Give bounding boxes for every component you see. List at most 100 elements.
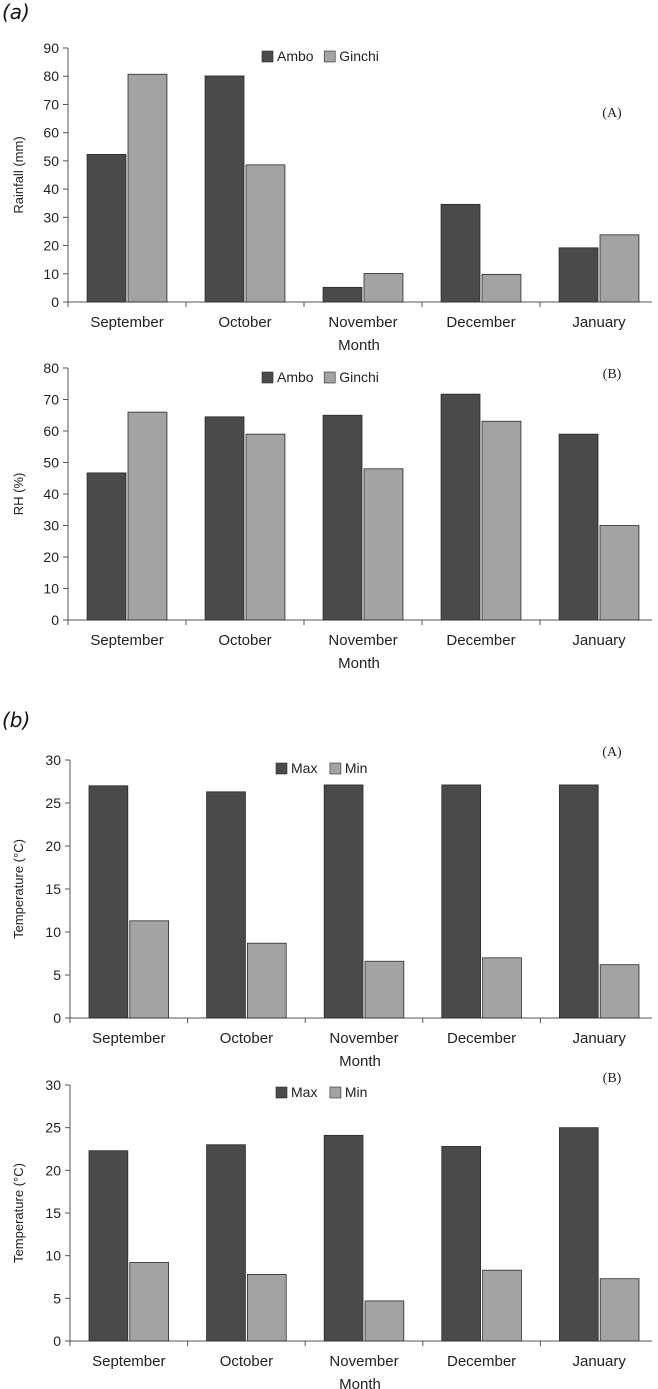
bar-ambo-october [204, 416, 245, 621]
legend-swatch-ginchi [323, 50, 336, 63]
y-tick-label: 5 [53, 967, 61, 983]
bar-max-december [441, 1146, 481, 1342]
bar-min-december [482, 957, 522, 1019]
legend-label-ginchi: Ginchi [339, 48, 379, 64]
y-tick-label: 40 [43, 181, 59, 197]
bar-ambo-december [440, 393, 481, 621]
y-tick-label: 15 [45, 881, 61, 897]
x-tick-label: October [218, 314, 271, 331]
legend-swatch-ambo [261, 50, 274, 63]
x-tick-label: December [446, 314, 515, 331]
bar-min-october [246, 942, 287, 1019]
bar-ginchi-december [481, 420, 522, 621]
y-tick-label: 30 [43, 209, 59, 225]
x-tick-label: September [90, 632, 163, 649]
legend-label-ambo: Ambo [277, 369, 314, 385]
x-tick-label: September [92, 1030, 165, 1047]
x-tick-label: January [572, 632, 626, 649]
x-tick-label: December [446, 632, 515, 649]
legend-swatch-ginchi [323, 371, 336, 384]
bar-ginchi-november [363, 468, 404, 621]
bar-min-september [129, 1262, 170, 1342]
legend-swatch-max [275, 762, 288, 775]
y-tick-label: 5 [53, 1290, 61, 1306]
bar-ambo-october [204, 75, 245, 303]
panel-tag: (B) [603, 367, 622, 382]
x-tick-label: October [220, 1030, 273, 1047]
bar-ambo-january [558, 433, 599, 621]
legend-swatch-min [329, 1086, 342, 1099]
y-tick-label: 20 [45, 1162, 61, 1178]
x-tick-label: October [220, 1353, 273, 1370]
bar-max-october [206, 791, 246, 1019]
y-tick-label: 50 [43, 455, 59, 471]
legend-swatch-min [329, 762, 342, 775]
bar-ambo-january [558, 247, 599, 303]
x-axis-label: Month [339, 1053, 381, 1070]
legend-label-min: Min [345, 1084, 368, 1100]
legend-label-ambo: Ambo [277, 48, 314, 64]
x-tick-label: December [447, 1030, 516, 1047]
bar-min-october [246, 1274, 287, 1342]
y-tick-label: 10 [45, 1248, 61, 1264]
bar-ginchi-october [245, 164, 286, 303]
bar-max-september [88, 1150, 129, 1342]
y-tick-label: 60 [43, 125, 59, 141]
bar-max-january [558, 784, 599, 1019]
x-tick-label: January [573, 1030, 627, 1047]
y-axis-label: Rainfall (mm) [11, 136, 26, 213]
y-tick-label: 15 [45, 1205, 61, 1221]
x-tick-label: November [328, 632, 397, 649]
x-tick-label: January [573, 1353, 627, 1370]
chart-1: 0 10 20 30 40 50 60 70 80 90 Rainfall (mm) Septembe… [11, 40, 652, 354]
bar-max-january [558, 1127, 599, 1342]
chart-2: 0 10 20 30 40 50 60 70 80 RH (%) September October N… [11, 360, 652, 672]
bar-ambo-november [322, 414, 363, 621]
y-tick-label: 50 [43, 153, 59, 169]
y-tick-label: 30 [43, 518, 59, 534]
x-tick-label: September [90, 314, 163, 331]
bar-ambo-november [322, 286, 363, 303]
y-axis-label: RH (%) [11, 473, 26, 516]
bar-max-october [206, 1144, 246, 1342]
bar-min-january [599, 964, 640, 1019]
legend-label-max: Max [291, 760, 317, 776]
chart-3: 0 5 10 15 20 25 30 Temperature (°C) September Oct… [11, 745, 652, 1070]
panel-b-label: (b) [2, 708, 31, 732]
bar-ginchi-november [363, 273, 404, 303]
y-tick-label: 10 [43, 581, 59, 597]
y-tick-label: 80 [43, 68, 59, 84]
panel-tag: (B) [603, 1071, 622, 1086]
y-tick-label: 0 [51, 294, 59, 310]
bar-ambo-december [440, 203, 481, 303]
x-tick-label: January [572, 314, 626, 331]
panel-a-label: (a) [2, 0, 30, 24]
bar-min-september [129, 920, 170, 1019]
x-axis-label: Month [338, 337, 380, 354]
y-tick-label: 20 [45, 838, 61, 854]
legend-swatch-ambo [261, 371, 274, 384]
bar-ginchi-october [245, 433, 286, 621]
legend-label-ginchi: Ginchi [339, 369, 379, 385]
y-tick-label: 30 [45, 1077, 61, 1093]
y-tick-label: 90 [43, 40, 59, 56]
y-tick-label: 40 [43, 486, 59, 502]
bar-ambo-september [86, 153, 127, 303]
x-tick-label: September [92, 1353, 165, 1370]
bar-min-january [599, 1278, 640, 1342]
x-tick-label: December [447, 1353, 516, 1370]
bar-ginchi-january [599, 234, 640, 303]
bar-min-november [364, 1300, 405, 1342]
y-tick-label: 70 [43, 96, 59, 112]
y-axis-label: Temperature (°C) [11, 839, 26, 939]
bar-ginchi-january [599, 525, 640, 621]
bar-max-november [323, 784, 364, 1019]
y-tick-label: 25 [45, 795, 61, 811]
y-tick-label: 25 [45, 1120, 61, 1136]
y-tick-label: 20 [43, 549, 59, 565]
y-tick-label: 30 [45, 752, 61, 768]
y-axis-label: Temperature (°C) [11, 1163, 26, 1263]
bar-ginchi-september [127, 411, 168, 621]
legend-label-min: Min [345, 760, 368, 776]
